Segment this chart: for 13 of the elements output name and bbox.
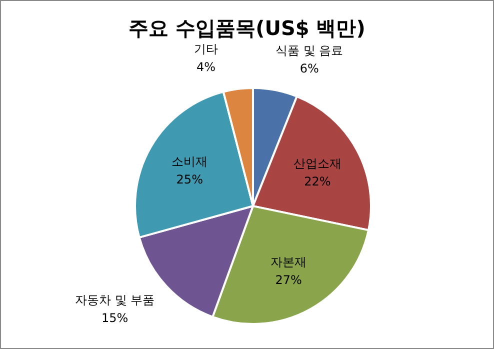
data-label: 27% [275,272,302,287]
data-label: 4% [196,60,216,74]
slice-label: 식품 및 음료 [276,44,344,58]
data-label: 25% [176,172,203,186]
data-label: 6% [300,62,319,76]
slice-label: 기타 [194,42,218,56]
data-label: 15% [101,310,128,325]
slice-label: 자본재 [270,254,307,269]
data-label: 22% [304,174,331,188]
chart-title: 주요 수입품목(US$ 백만) [128,15,366,42]
slice-label: 자동차 및 부품 [74,292,155,307]
slice-label: 산업소재 [293,156,342,170]
slice-label: 소비재 [172,154,208,168]
